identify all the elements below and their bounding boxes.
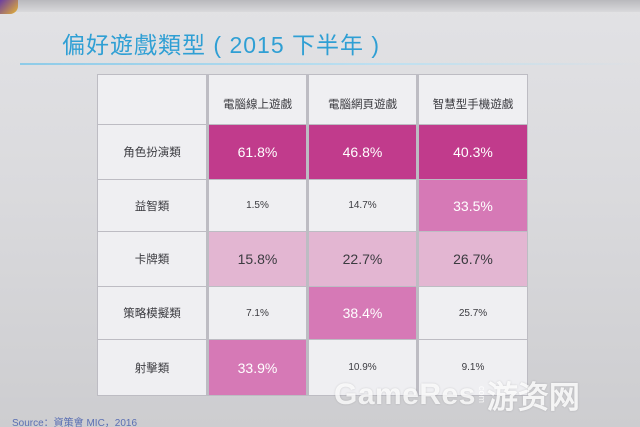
table-value-cell: 33.5% bbox=[419, 180, 527, 231]
source-note: Source：資策會 MIC，2016 bbox=[12, 418, 138, 427]
preference-table-frame: 電腦線上遊戲 電腦網頁遊戲 智慧型手機遊戲 角色扮演類 61.8% 46.8% 40.… bbox=[97, 74, 528, 396]
table-value-cell: 22.7% bbox=[309, 232, 416, 286]
column-header-pc-web: 電腦網頁遊戲 bbox=[309, 75, 416, 124]
watermark-dot: com bbox=[476, 385, 487, 403]
row-label: 角色扮演類 bbox=[98, 125, 206, 179]
gameres-watermark: GameRes com 游资网 bbox=[334, 372, 580, 417]
table-corner-cell bbox=[98, 75, 206, 124]
table-value-cell: 10.9% bbox=[309, 340, 416, 395]
watermark-cn: 游资网 bbox=[486, 380, 580, 415]
column-header-smartphone: 智慧型手機遊戲 bbox=[419, 75, 527, 124]
row-label: 策略模擬類 bbox=[98, 287, 206, 339]
slide-top-strip bbox=[0, 0, 640, 12]
slide-title: 偏好遊戲類型 ( 2015 下半年 ) bbox=[62, 32, 381, 58]
table-value-cell: 9.1% bbox=[419, 340, 527, 395]
table-value-cell: 7.1% bbox=[209, 287, 306, 339]
preference-table: 電腦線上遊戲 電腦網頁遊戲 智慧型手機遊戲 角色扮演類 61.8% 46.8% 40.… bbox=[97, 74, 528, 396]
table-value-cell: 14.7% bbox=[309, 180, 416, 231]
row-label: 卡牌類 bbox=[98, 232, 206, 286]
title-underline bbox=[20, 63, 640, 65]
table-value-cell: 15.8% bbox=[209, 232, 306, 286]
table-value-cell: 61.8% bbox=[209, 125, 306, 179]
watermark-latin: GameRes bbox=[334, 377, 476, 411]
table-value-cell: 46.8% bbox=[309, 125, 416, 179]
logo-corner-icon bbox=[0, 0, 18, 14]
column-header-pc-online: 電腦線上遊戲 bbox=[209, 75, 306, 124]
table-value-cell: 40.3% bbox=[419, 125, 527, 179]
table-value-cell: 33.9% bbox=[209, 340, 306, 395]
row-label: 射擊類 bbox=[98, 340, 206, 395]
row-label: 益智類 bbox=[98, 180, 206, 231]
table-value-cell: 38.4% bbox=[309, 287, 416, 339]
table-value-cell: 25.7% bbox=[419, 287, 527, 339]
table-value-cell: 1.5% bbox=[209, 180, 306, 231]
table-value-cell: 26.7% bbox=[419, 232, 527, 286]
